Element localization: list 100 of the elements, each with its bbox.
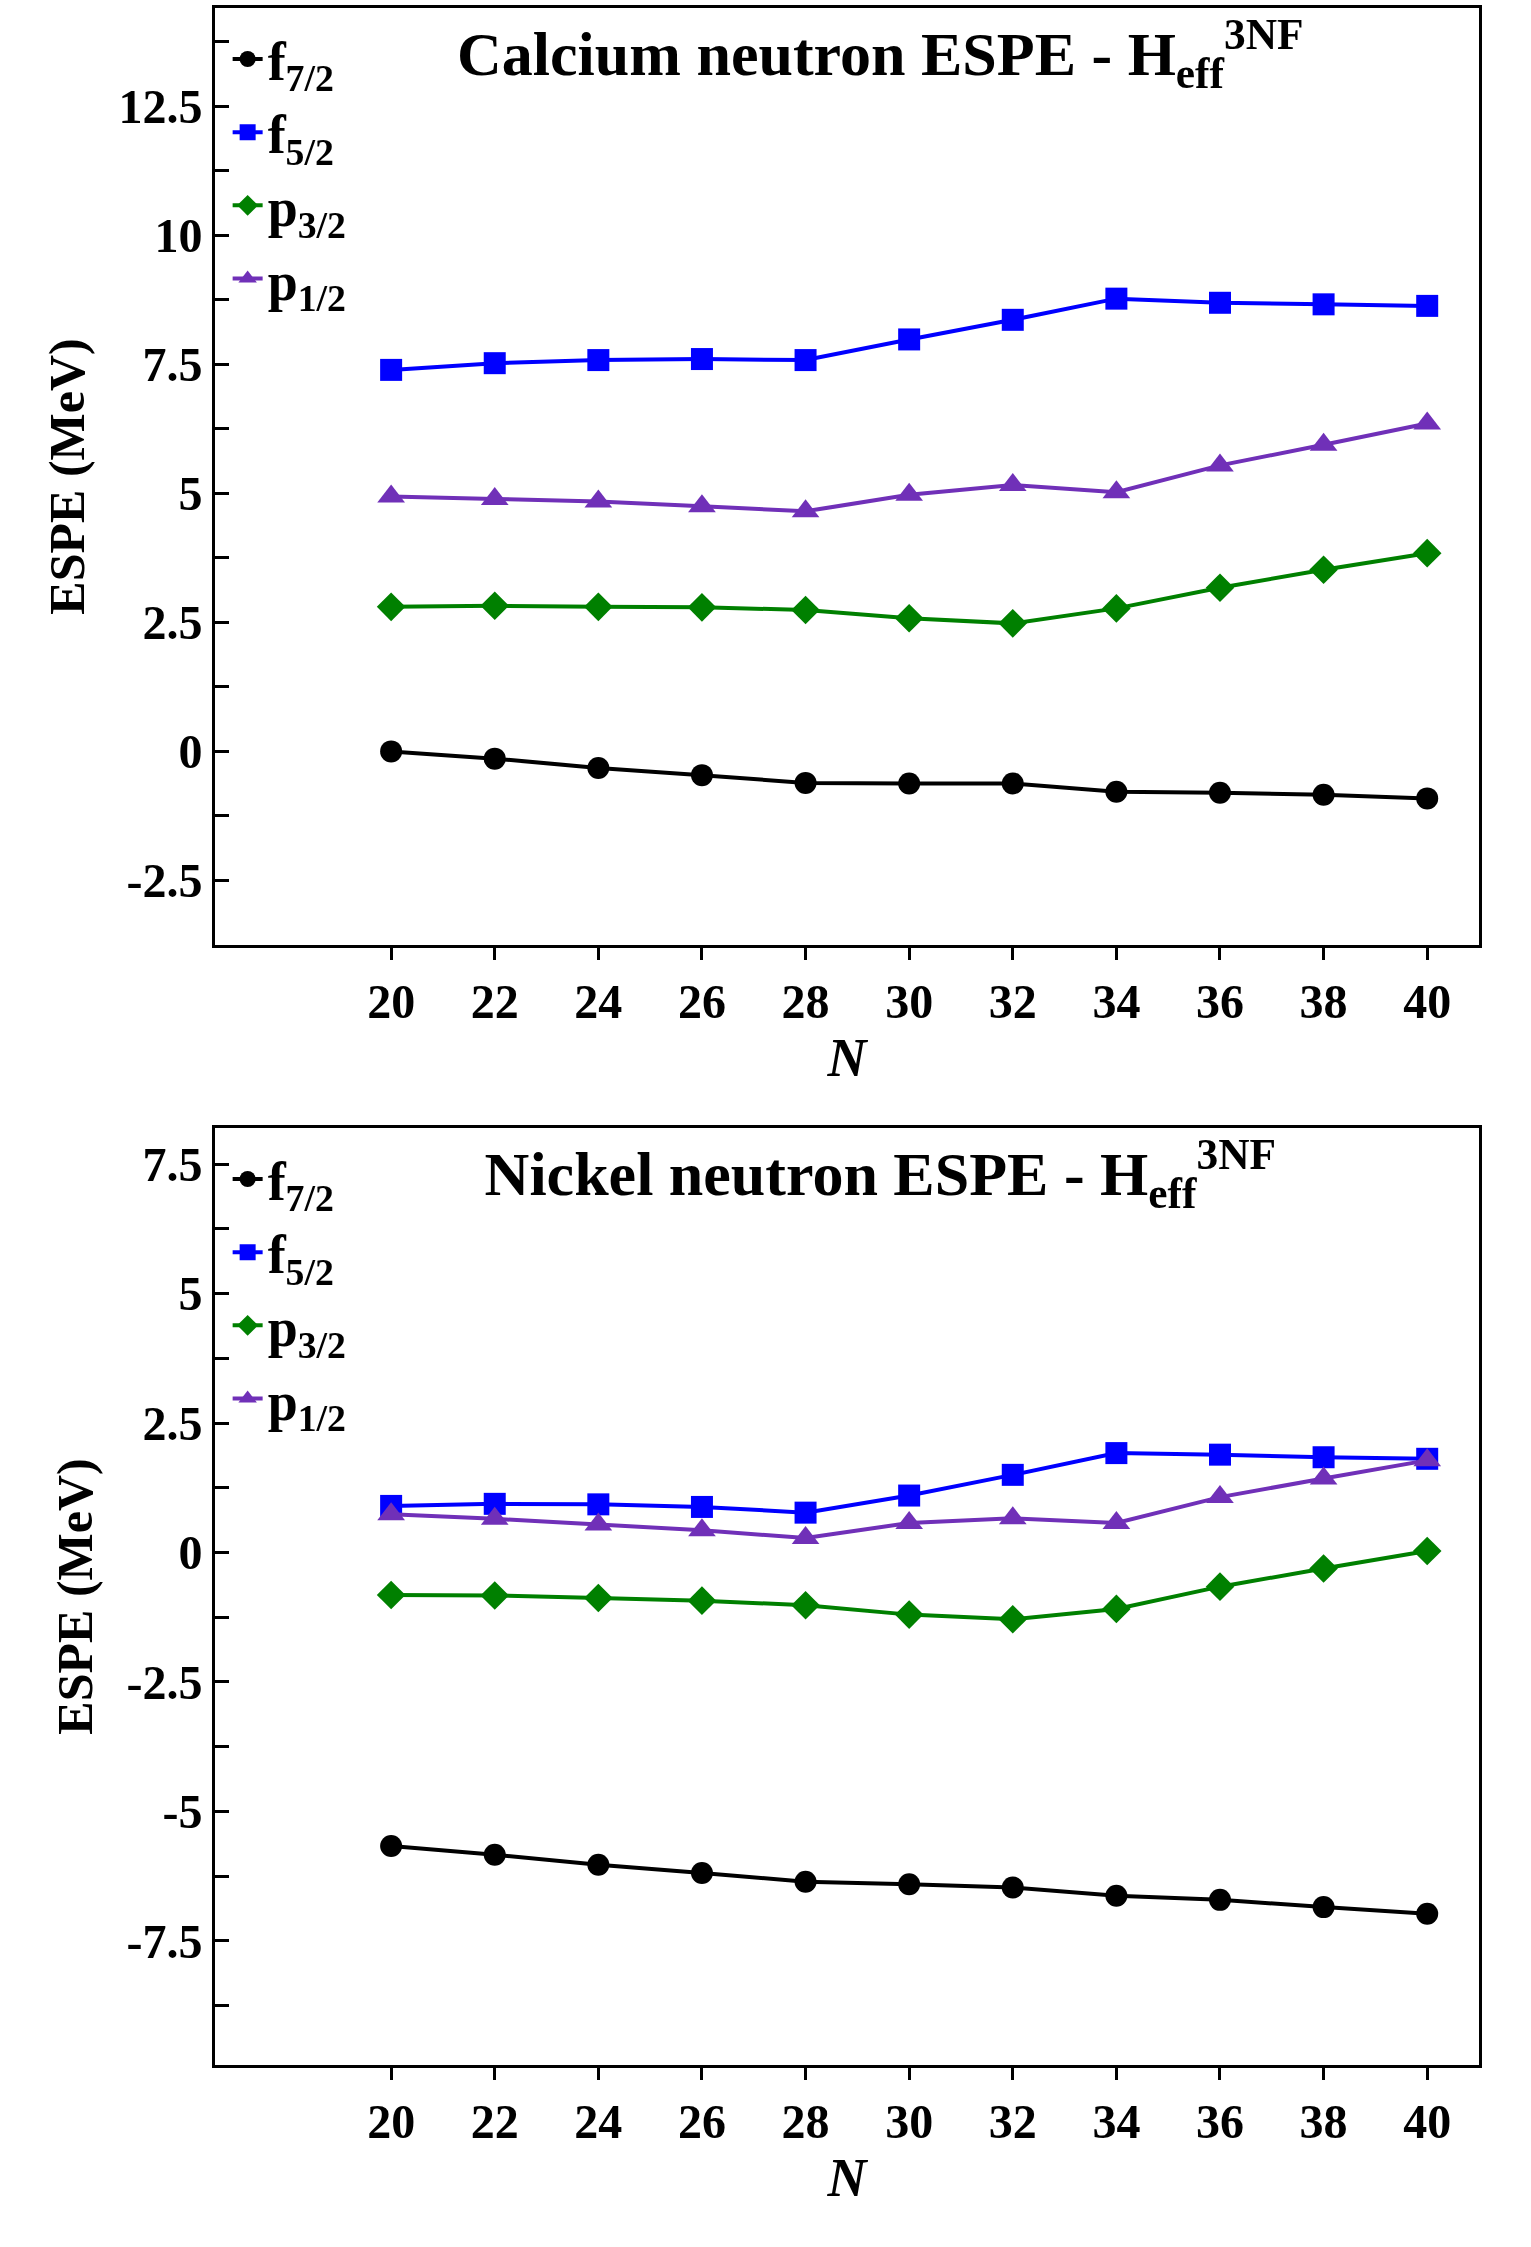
x-tick-label: 38	[1299, 974, 1348, 1028]
point	[1105, 1442, 1128, 1465]
x-tick-label: 22	[470, 2094, 519, 2148]
x-tick-label: 20	[367, 2094, 416, 2148]
x-tick-label: 30	[885, 974, 934, 1028]
x-tick-label: 40	[1403, 2094, 1452, 2148]
y-axis-title: ESPE (MeV)	[47, 1458, 104, 1735]
y-tick-label: -2.5	[126, 854, 203, 908]
point	[587, 756, 610, 779]
point	[1105, 780, 1128, 803]
point	[483, 1843, 506, 1866]
point	[791, 1591, 820, 1620]
x-tick-label: 20	[367, 974, 416, 1028]
y-tick-label: 12.5	[118, 79, 203, 133]
x-axis-title: N	[826, 1027, 869, 1088]
point	[794, 1501, 817, 1524]
legend-label: f$_{7/2}$	[267, 32, 334, 100]
y-tick-label: 7.5	[142, 1138, 203, 1192]
point	[480, 1581, 510, 1610]
point	[1105, 1884, 1128, 1907]
point	[687, 1586, 717, 1615]
y-tick-label: 2.5	[142, 1396, 203, 1450]
point	[898, 1484, 921, 1507]
x-tick-label: 22	[470, 974, 519, 1028]
point	[791, 595, 820, 625]
x-tick-label: 36	[1195, 974, 1244, 1028]
x-tick-label: 24	[574, 2094, 623, 2148]
point	[1312, 1446, 1335, 1469]
point	[1001, 772, 1024, 795]
point	[690, 1495, 713, 1518]
point	[1208, 1888, 1231, 1911]
point	[794, 1870, 817, 1893]
point	[1208, 1443, 1231, 1466]
point	[898, 772, 921, 795]
point	[1412, 1536, 1442, 1566]
point	[998, 1604, 1028, 1634]
x-tick-label: 26	[677, 974, 726, 1028]
point	[1102, 594, 1131, 623]
point	[1102, 1594, 1131, 1624]
y-tick-label: 2.5	[142, 596, 203, 650]
point	[794, 349, 817, 372]
point	[794, 771, 817, 794]
y-tick-label: 5	[178, 467, 203, 521]
point	[1205, 573, 1235, 603]
x-tick-label: 40	[1403, 974, 1452, 1028]
legend-label: p$_{3/2}$	[267, 1298, 346, 1366]
point	[587, 1493, 610, 1516]
point	[898, 328, 921, 351]
point	[587, 349, 610, 372]
point	[687, 593, 717, 622]
point	[1312, 783, 1335, 806]
y-tick-label: 5	[178, 1267, 203, 1321]
point	[480, 591, 510, 621]
point	[690, 348, 713, 371]
legend-label: p$_{1/2}$	[267, 251, 346, 319]
point	[1312, 1896, 1335, 1919]
point	[1001, 1463, 1024, 1486]
point	[898, 1873, 921, 1896]
point	[1208, 291, 1231, 314]
x-tick-label: 32	[988, 2094, 1037, 2148]
point	[690, 764, 713, 787]
y-tick-label: 0	[178, 725, 203, 779]
point	[376, 592, 406, 622]
point	[380, 1835, 403, 1858]
legend-label: p$_{1/2}$	[267, 1371, 346, 1439]
y-tick-label: -7.5	[126, 1914, 203, 1968]
point	[1001, 1876, 1024, 1899]
point	[1416, 1902, 1439, 1925]
x-tick-label: 24	[574, 974, 623, 1028]
legend-label: f$_{7/2}$	[267, 1152, 334, 1220]
point	[1412, 538, 1442, 568]
legend-label: f$_{5/2}$	[267, 1225, 334, 1293]
point	[1309, 555, 1338, 584]
x-tick-label: 28	[781, 2094, 830, 2148]
x-tick-label: 30	[885, 2094, 934, 2148]
point	[584, 592, 613, 622]
point	[1416, 294, 1439, 317]
point	[1312, 293, 1335, 316]
point	[587, 1853, 610, 1876]
y-tick-label: 0	[178, 1526, 203, 1580]
point	[1001, 308, 1024, 331]
point	[1208, 781, 1231, 804]
x-tick-label: 32	[988, 974, 1037, 1028]
y-axis-title: ESPE (MeV)	[39, 338, 96, 615]
y-tick-label: 10	[154, 208, 203, 262]
x-tick-label: 36	[1195, 2094, 1244, 2148]
point	[483, 747, 506, 770]
point	[894, 603, 924, 633]
x-tick-label: 38	[1299, 2094, 1348, 2148]
x-tick-label: 26	[677, 2094, 726, 2148]
x-tick-label: 34	[1092, 2094, 1141, 2148]
legend-label: f$_{5/2}$	[267, 105, 334, 173]
point	[1105, 287, 1128, 310]
point	[380, 358, 403, 381]
point	[1309, 1554, 1338, 1583]
x-axis-title: N	[826, 2147, 869, 2208]
point	[894, 1600, 924, 1629]
legend-label: p$_{3/2}$	[267, 178, 346, 246]
point	[584, 1583, 613, 1613]
point	[690, 1861, 713, 1884]
